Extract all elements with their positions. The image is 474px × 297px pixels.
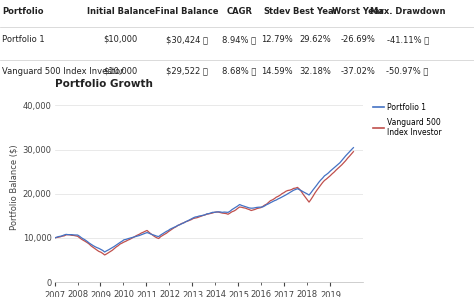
Text: 8.94% ⓘ: 8.94% ⓘ (222, 35, 256, 44)
Text: -37.02%: -37.02% (340, 67, 375, 75)
Text: $30,424 ⓘ: $30,424 ⓘ (166, 35, 208, 44)
Portfolio 1 (295, 187, 301, 190)
Y-axis label: Portfolio Balance ($): Portfolio Balance ($) (9, 144, 18, 230)
Text: Portfolio Growth: Portfolio Growth (55, 78, 152, 89)
Portfolio 1 (52, 236, 57, 240)
Vanguard 500
Index Investor (129, 237, 135, 240)
Text: CAGR: CAGR (227, 7, 252, 16)
Text: -26.69%: -26.69% (340, 35, 375, 44)
Text: Stdev: Stdev (264, 7, 291, 16)
Text: 14.59%: 14.59% (262, 67, 293, 75)
Portfolio 1 (129, 236, 135, 239)
Portfolio 1 (177, 223, 182, 227)
Vanguard 500
Index Investor (177, 223, 182, 226)
Vanguard 500
Index Investor (351, 150, 356, 154)
Text: $10,000: $10,000 (104, 67, 138, 75)
Vanguard 500
Index Investor (165, 230, 171, 233)
Text: Portfolio 1: Portfolio 1 (2, 35, 45, 44)
Text: $29,522 ⓘ: $29,522 ⓘ (166, 67, 208, 75)
Text: Initial Balance: Initial Balance (87, 7, 155, 16)
Text: -50.97% ⓘ: -50.97% ⓘ (386, 67, 429, 75)
Vanguard 500
Index Investor (52, 236, 57, 240)
Vanguard 500
Index Investor (231, 209, 237, 213)
Vanguard 500
Index Investor (260, 205, 265, 208)
Text: $10,000: $10,000 (104, 35, 138, 44)
Text: Portfolio: Portfolio (2, 7, 44, 16)
Portfolio 1 (231, 207, 237, 210)
Portfolio 1 (351, 146, 356, 149)
Text: 29.62%: 29.62% (300, 35, 331, 44)
Text: Vanguard 500 Index Investor: Vanguard 500 Index Investor (2, 67, 124, 75)
Text: Best Year: Best Year (293, 7, 337, 16)
Text: Max. Drawdown: Max. Drawdown (370, 7, 446, 16)
Text: Final Balance: Final Balance (155, 7, 219, 16)
Text: 8.68% ⓘ: 8.68% ⓘ (222, 67, 256, 75)
Vanguard 500
Index Investor (102, 253, 108, 257)
Text: -41.11% ⓘ: -41.11% ⓘ (386, 35, 429, 44)
Portfolio 1 (102, 250, 108, 254)
Portfolio 1 (165, 229, 171, 232)
Line: Portfolio 1: Portfolio 1 (55, 148, 354, 252)
Portfolio 1 (260, 205, 265, 209)
Vanguard 500
Index Investor (295, 186, 301, 189)
Legend: Portfolio 1, Vanguard 500
Index Investor: Portfolio 1, Vanguard 500 Index Investor (370, 100, 445, 140)
Text: 12.79%: 12.79% (262, 35, 293, 44)
Line: Vanguard 500
Index Investor: Vanguard 500 Index Investor (55, 152, 354, 255)
Text: Worst Year: Worst Year (332, 7, 384, 16)
Text: 32.18%: 32.18% (299, 67, 331, 75)
